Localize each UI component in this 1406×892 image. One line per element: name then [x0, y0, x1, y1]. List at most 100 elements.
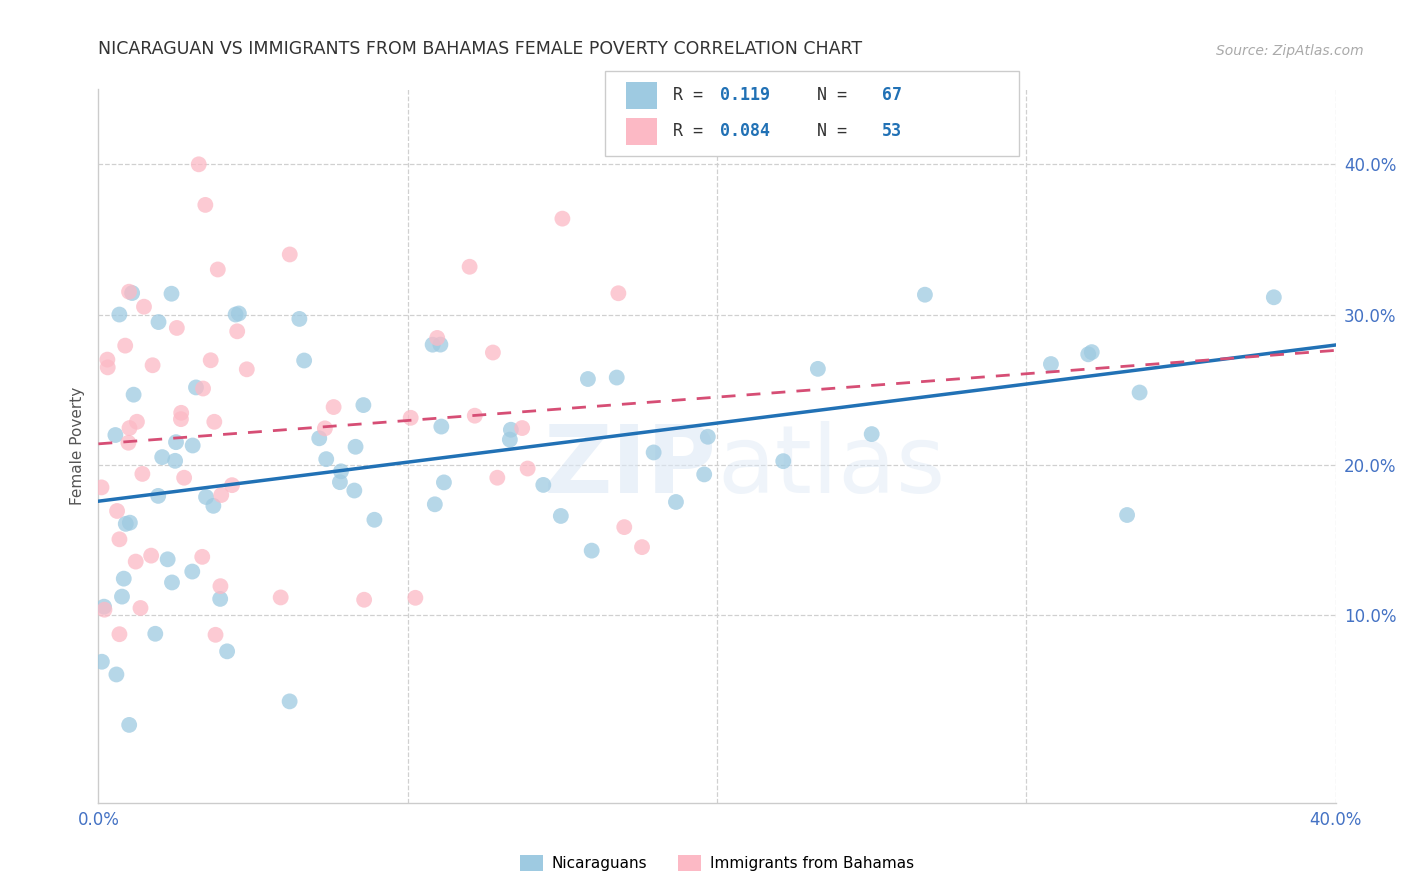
Point	[1039, 357, 1062, 371]
Point	[278, 247, 301, 261]
Point	[108, 627, 131, 641]
Y-axis label: Female Poverty: Female Poverty	[70, 387, 86, 505]
Point	[499, 433, 522, 447]
Point	[114, 516, 136, 531]
Point	[353, 592, 375, 607]
Point	[143, 627, 166, 641]
Point	[308, 431, 330, 445]
Point	[228, 306, 250, 320]
Point	[329, 475, 352, 490]
Point	[122, 387, 145, 401]
Text: R =: R =	[673, 122, 713, 140]
Point	[807, 362, 830, 376]
Point	[693, 467, 716, 482]
Point	[499, 423, 522, 437]
Point	[516, 461, 538, 475]
Point	[278, 694, 301, 708]
Point	[426, 331, 449, 345]
Point	[1077, 347, 1099, 361]
Point	[150, 450, 173, 464]
Point	[236, 362, 259, 376]
Point	[343, 483, 366, 498]
Point	[314, 421, 336, 435]
Point	[363, 513, 385, 527]
Point	[105, 504, 128, 518]
Point	[202, 499, 225, 513]
Point	[170, 412, 193, 426]
Text: ZIP: ZIP	[544, 421, 717, 514]
Text: NICARAGUAN VS IMMIGRANTS FROM BAHAMAS FEMALE POVERTY CORRELATION CHART: NICARAGUAN VS IMMIGRANTS FROM BAHAMAS FE…	[98, 40, 862, 58]
Point	[270, 591, 292, 605]
Point	[464, 409, 486, 423]
Point	[195, 490, 218, 504]
Point	[458, 260, 481, 274]
Point	[105, 667, 128, 681]
Point	[914, 287, 936, 301]
Point	[696, 430, 718, 444]
Point	[141, 549, 163, 563]
Point	[510, 421, 533, 435]
Point	[156, 552, 179, 566]
Point	[404, 591, 426, 605]
Point	[209, 579, 232, 593]
Text: 67: 67	[882, 87, 901, 104]
Point	[399, 410, 422, 425]
Point	[131, 467, 153, 481]
Point	[165, 435, 187, 450]
Point	[93, 599, 115, 614]
Point	[166, 321, 188, 335]
Point	[1129, 385, 1152, 400]
Point	[607, 286, 630, 301]
Point	[344, 440, 367, 454]
Point	[315, 452, 337, 467]
Point	[643, 445, 665, 459]
Point	[108, 308, 131, 322]
Point	[118, 421, 141, 435]
Point	[292, 353, 315, 368]
Point	[606, 370, 628, 384]
Point	[352, 398, 374, 412]
Point	[209, 591, 232, 606]
Point	[860, 427, 883, 442]
Point	[209, 488, 232, 502]
Point	[142, 358, 165, 372]
Point	[160, 575, 183, 590]
Point	[191, 382, 214, 396]
Text: Source: ZipAtlas.com: Source: ZipAtlas.com	[1216, 44, 1364, 58]
Point	[221, 478, 243, 492]
Point	[90, 480, 112, 494]
Point	[132, 300, 155, 314]
Point	[430, 419, 453, 434]
Point	[165, 454, 187, 468]
Text: 0.084: 0.084	[720, 122, 770, 140]
Point	[191, 549, 214, 564]
Point	[581, 543, 603, 558]
Point	[613, 520, 636, 534]
Text: 0.119: 0.119	[720, 87, 770, 104]
Point	[181, 438, 204, 452]
Point	[90, 655, 112, 669]
Point	[200, 353, 222, 368]
Point	[202, 415, 225, 429]
Point	[482, 345, 505, 359]
Point	[121, 286, 143, 301]
Text: N =: N =	[797, 122, 858, 140]
Point	[1263, 290, 1285, 304]
Point	[112, 572, 135, 586]
Point	[118, 285, 141, 299]
Point	[486, 471, 509, 485]
Point	[118, 718, 141, 732]
Point	[217, 644, 239, 658]
Text: R =: R =	[673, 87, 724, 104]
Point	[108, 533, 131, 547]
Point	[97, 360, 120, 375]
Point	[429, 337, 451, 351]
Point	[288, 312, 311, 326]
Point	[111, 590, 134, 604]
Point	[207, 262, 229, 277]
Point	[93, 603, 115, 617]
Point	[148, 489, 170, 503]
Point	[118, 516, 141, 530]
Point	[1080, 345, 1102, 359]
Point	[226, 324, 249, 338]
